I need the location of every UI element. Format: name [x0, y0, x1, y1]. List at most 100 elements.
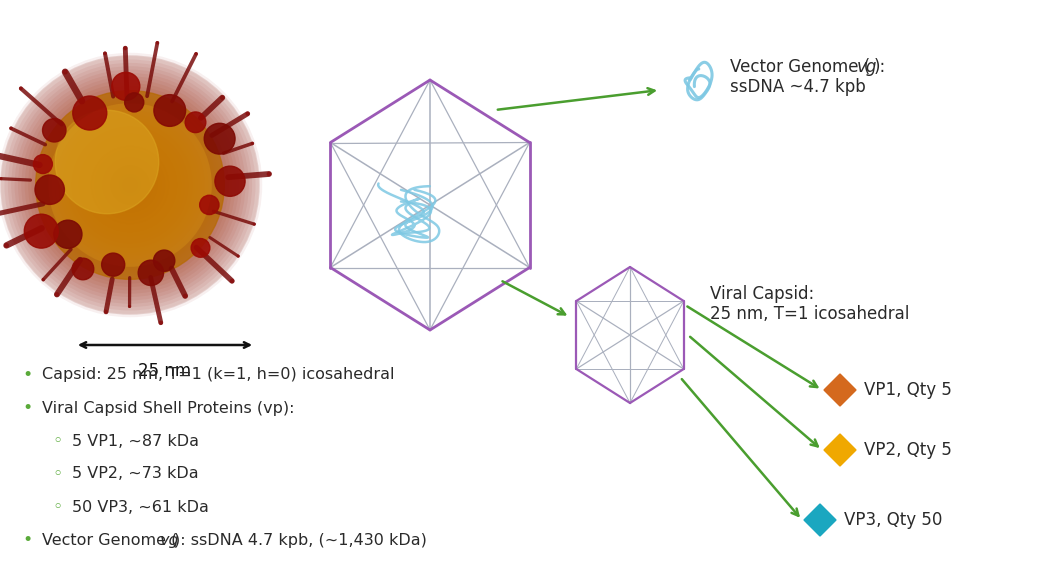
Text: Viral Capsid:: Viral Capsid:	[710, 285, 814, 303]
Circle shape	[54, 220, 82, 249]
Circle shape	[58, 113, 201, 257]
Text: 5 VP1, ~87 kDa: 5 VP1, ~87 kDa	[72, 434, 199, 449]
Circle shape	[124, 93, 144, 112]
Circle shape	[45, 100, 215, 270]
Circle shape	[220, 96, 224, 100]
Circle shape	[83, 138, 177, 232]
Circle shape	[73, 96, 106, 130]
Circle shape	[126, 181, 134, 189]
Text: 25 nm, T=1 icosahedral: 25 nm, T=1 icosahedral	[710, 305, 910, 323]
Circle shape	[254, 223, 255, 225]
Circle shape	[204, 123, 235, 154]
Circle shape	[95, 150, 165, 221]
Circle shape	[85, 140, 175, 230]
Circle shape	[48, 104, 212, 267]
Text: •: •	[22, 366, 33, 384]
Text: Vector Genome (: Vector Genome (	[42, 533, 177, 548]
Circle shape	[1, 56, 259, 314]
Circle shape	[79, 134, 181, 236]
Circle shape	[267, 172, 271, 176]
Text: VP2, Qty 5: VP2, Qty 5	[865, 441, 952, 459]
Circle shape	[75, 130, 185, 240]
Circle shape	[7, 63, 252, 307]
Circle shape	[128, 306, 131, 307]
Circle shape	[0, 53, 262, 317]
Circle shape	[88, 144, 172, 226]
Circle shape	[192, 239, 210, 257]
Circle shape	[72, 127, 188, 243]
Circle shape	[35, 90, 225, 280]
Circle shape	[52, 107, 208, 264]
Polygon shape	[824, 434, 856, 466]
Circle shape	[20, 87, 22, 90]
Text: Capsid: 25 nm, T=1 (k=1, h=0) icosahedral: Capsid: 25 nm, T=1 (k=1, h=0) icosahedra…	[42, 367, 395, 382]
Text: ◦: ◦	[52, 432, 62, 450]
Circle shape	[183, 294, 186, 297]
Circle shape	[35, 175, 64, 204]
Circle shape	[42, 119, 66, 142]
Circle shape	[71, 126, 188, 244]
Circle shape	[56, 111, 204, 260]
Circle shape	[82, 137, 178, 233]
Circle shape	[52, 107, 208, 263]
Circle shape	[55, 110, 205, 260]
Circle shape	[4, 243, 8, 247]
Circle shape	[12, 66, 249, 304]
Circle shape	[154, 95, 185, 126]
Circle shape	[21, 76, 239, 294]
Text: 25 nm: 25 nm	[138, 362, 192, 380]
Circle shape	[68, 123, 192, 246]
Circle shape	[63, 118, 197, 252]
Circle shape	[138, 260, 163, 286]
Text: ◦: ◦	[52, 465, 62, 483]
Circle shape	[55, 293, 59, 296]
Circle shape	[96, 151, 164, 219]
Circle shape	[34, 155, 53, 173]
Circle shape	[156, 42, 158, 44]
Circle shape	[104, 310, 107, 313]
Circle shape	[43, 98, 217, 271]
Circle shape	[73, 258, 94, 280]
Circle shape	[215, 166, 245, 196]
Circle shape	[112, 72, 140, 100]
Circle shape	[91, 146, 170, 224]
Circle shape	[41, 97, 218, 274]
Circle shape	[195, 53, 197, 55]
Circle shape	[24, 214, 58, 248]
Circle shape	[102, 253, 124, 276]
Circle shape	[47, 102, 213, 268]
Circle shape	[102, 158, 158, 212]
Circle shape	[59, 114, 201, 255]
Circle shape	[237, 255, 239, 257]
Circle shape	[86, 142, 174, 228]
Text: vg: vg	[857, 58, 877, 76]
Circle shape	[38, 93, 222, 277]
Circle shape	[252, 143, 254, 144]
Circle shape	[106, 161, 154, 208]
Text: ):: ):	[874, 58, 887, 76]
Text: ): ssDNA 4.7 kpb, (~1,430 kDa): ): ssDNA 4.7 kpb, (~1,430 kDa)	[174, 533, 426, 548]
Circle shape	[63, 70, 67, 74]
Text: VP1, Qty 5: VP1, Qty 5	[865, 381, 952, 399]
Circle shape	[62, 117, 198, 253]
Circle shape	[65, 120, 195, 250]
Circle shape	[67, 122, 193, 248]
Circle shape	[36, 91, 224, 279]
Circle shape	[185, 112, 205, 133]
Circle shape	[92, 147, 167, 223]
Circle shape	[75, 130, 184, 240]
Polygon shape	[804, 504, 836, 536]
Circle shape	[124, 47, 126, 49]
Text: VP3, Qty 50: VP3, Qty 50	[845, 511, 942, 529]
Circle shape	[122, 177, 138, 193]
Polygon shape	[824, 374, 856, 406]
Circle shape	[55, 110, 159, 214]
Circle shape	[24, 80, 235, 290]
Text: ◦: ◦	[52, 498, 62, 516]
Circle shape	[42, 279, 44, 281]
Circle shape	[118, 173, 142, 197]
Circle shape	[79, 134, 181, 236]
Circle shape	[154, 250, 175, 271]
Text: ssDNA ~4.7 kpb: ssDNA ~4.7 kpb	[730, 78, 866, 96]
Text: 5 VP2, ~73 kDa: 5 VP2, ~73 kDa	[72, 467, 199, 481]
